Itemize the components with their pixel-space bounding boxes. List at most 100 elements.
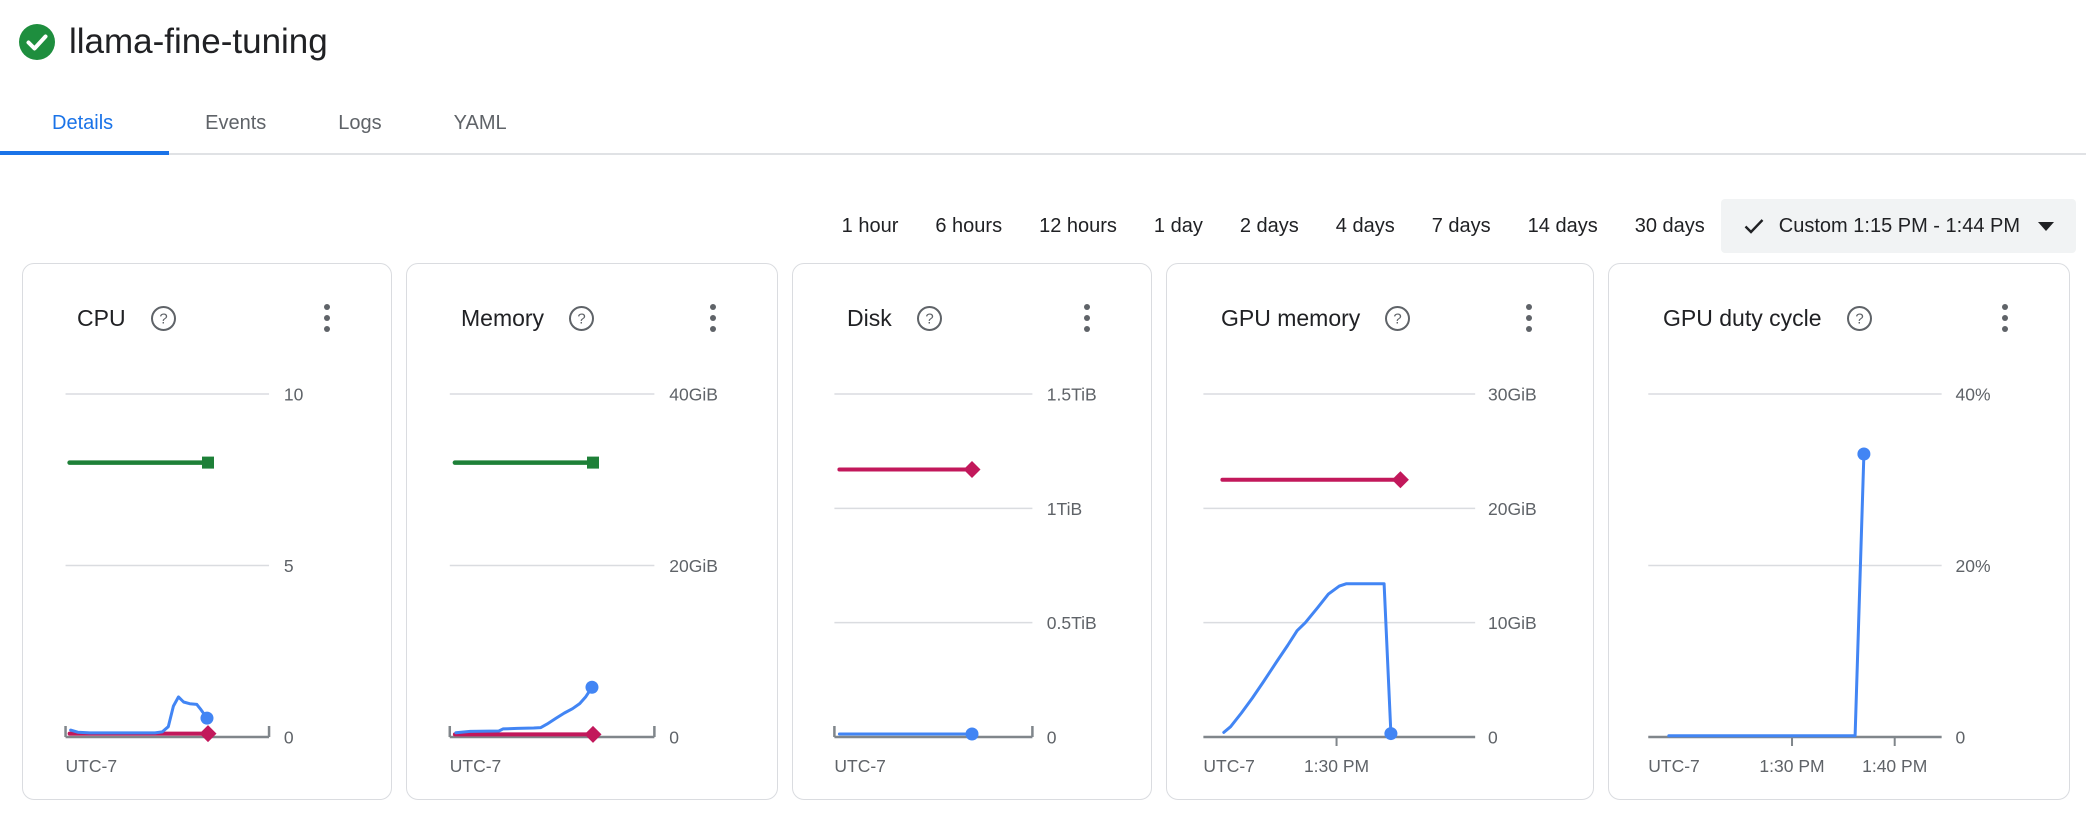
card-header-gpu-duty-cycle: GPU duty cycle?: [1609, 264, 2069, 338]
chevron-down-icon: [2038, 221, 2054, 231]
x-axis-tick-label: 1:30 PM: [1304, 756, 1369, 776]
metric-card-gpu-memory: GPU memory? 30GiB 20GiB 10GiB 0 1:30 PM UTC-7: [1166, 263, 1594, 800]
series-requested-marker: [1391, 471, 1409, 489]
chart-memory: 40GiB 20GiB 0 UTC-7: [448, 385, 718, 776]
tab-bar: Details Events Logs YAML: [0, 92, 2086, 155]
svg-text:?: ?: [925, 310, 933, 327]
y-axis-label: 40%: [1956, 385, 1991, 405]
more-options-button[interactable]: [319, 298, 335, 338]
time-option-2-days[interactable]: 2 days: [1239, 214, 1299, 237]
card-header-gpu-memory: GPU memory?: [1167, 264, 1593, 338]
svg-text:?: ?: [1855, 310, 1863, 327]
card-header-cpu: CPU?: [23, 264, 391, 338]
check-icon: [1743, 217, 1765, 235]
metric-card-memory: Memory? 40GiB 20GiB 0 UTC-7: [406, 263, 778, 800]
y-axis-label: 0.5TiB: [1047, 613, 1097, 633]
series-limit-marker: [587, 456, 599, 469]
series-requested-marker: [199, 725, 217, 743]
y-axis-label: 20GiB: [669, 556, 718, 576]
card-title-gpu-duty-cycle: GPU duty cycle: [1663, 304, 1822, 331]
tab-details[interactable]: Details: [0, 92, 170, 155]
series-used-marker: [1857, 447, 1871, 461]
help-icon[interactable]: ?: [916, 305, 943, 332]
series-used-line: [454, 685, 594, 735]
help-icon[interactable]: ?: [150, 305, 177, 332]
card-title-disk: Disk: [847, 304, 892, 331]
card-header-disk: Disk?: [793, 264, 1151, 338]
time-range-options: 1 hour 6 hours 12 hours 1 day 2 days 4 days 7 …: [842, 215, 1705, 238]
metric-card-cpu: CPU? 10 5 0 UTC-7: [22, 263, 392, 800]
y-axis-label: 1.5TiB: [1047, 385, 1097, 405]
time-option-7-days[interactable]: 7 days: [1431, 214, 1491, 237]
timezone-label: UTC-7: [834, 756, 886, 776]
svg-text:?: ?: [1394, 310, 1402, 327]
status-ok-check-circle-icon: [18, 23, 56, 61]
more-options-button[interactable]: [1521, 298, 1537, 338]
timezone-label: UTC-7: [450, 756, 502, 776]
time-option-6-hours[interactable]: 6 hours: [935, 214, 1003, 237]
series-used-line: [1222, 582, 1393, 736]
custom-time-range-label: Custom 1:15 PM - 1:44 PM: [1778, 214, 2020, 237]
time-option-1-day[interactable]: 1 day: [1153, 214, 1203, 237]
resource-header: llama-fine-tuning: [0, 0, 2086, 64]
svg-text:?: ?: [159, 310, 167, 327]
timezone-label: UTC-7: [1203, 756, 1255, 776]
help-icon[interactable]: ?: [1384, 305, 1411, 332]
y-axis-label: 5: [284, 556, 294, 576]
metric-cards-row: CPU? 10 5 0 UTC-7 Memory? 40GiB 20GiB 0 UTC-7 Disk…: [0, 263, 2086, 800]
svg-text:?: ?: [577, 310, 585, 327]
x-axis-tick-label: 1:30 PM: [1759, 756, 1824, 776]
y-axis-label: 20%: [1956, 556, 1991, 576]
more-options-button[interactable]: [1997, 298, 2013, 338]
card-header-memory: Memory?: [407, 264, 777, 338]
chart-gpu-duty-cycle: 40% 20% 0 1:30 PM 1:40 PM UTC-7: [1648, 385, 1991, 776]
y-axis-label: 10GiB: [1488, 613, 1537, 633]
help-icon[interactable]: ?: [1846, 305, 1873, 332]
y-axis-label: 10: [284, 385, 304, 405]
series-used-marker: [1384, 727, 1398, 741]
series-used-marker: [200, 711, 214, 725]
timezone-label: UTC-7: [1648, 756, 1700, 776]
series-used-marker: [585, 680, 599, 694]
y-axis-label: 1TiB: [1047, 499, 1082, 519]
time-option-30-days[interactable]: 30 days: [1634, 214, 1705, 237]
y-axis-label: 0: [1488, 728, 1498, 748]
series-used-marker: [965, 727, 979, 741]
custom-time-range-button[interactable]: Custom 1:15 PM - 1:44 PM: [1720, 199, 2076, 253]
y-axis-label: 20GiB: [1488, 499, 1537, 519]
tab-yaml[interactable]: YAML: [453, 112, 507, 134]
y-axis-label: 0: [1047, 728, 1057, 748]
help-icon[interactable]: ?: [568, 305, 595, 332]
y-axis-label: 0: [669, 728, 679, 748]
time-option-4-days[interactable]: 4 days: [1335, 214, 1395, 237]
card-title-cpu: CPU: [77, 304, 126, 331]
y-axis-label: 40GiB: [669, 385, 718, 405]
card-title-memory: Memory: [461, 304, 545, 331]
x-axis-tick-label: 1:40 PM: [1862, 756, 1927, 776]
y-axis-label: 0: [1956, 728, 1966, 748]
series-used-line: [69, 695, 209, 735]
tab-events[interactable]: Events: [205, 112, 267, 134]
y-axis-label: 30GiB: [1488, 385, 1537, 405]
tab-logs[interactable]: Logs: [338, 112, 382, 134]
time-option-14-days[interactable]: 14 days: [1527, 214, 1598, 237]
page-title: llama-fine-tuning: [69, 22, 328, 61]
y-axis-label: 0: [284, 728, 294, 748]
time-range-bar: 1 hour 6 hours 12 hours 1 day 2 days 4 days 7 …: [0, 199, 2076, 253]
series-used-line: [1667, 452, 1866, 738]
time-option-12-hours[interactable]: 12 hours: [1039, 214, 1117, 237]
chart-disk: 1.5TiB 1TiB 0.5TiB 0 UTC-7: [833, 385, 1097, 776]
series-requested-marker: [584, 725, 602, 743]
card-title-gpu-memory: GPU memory: [1221, 304, 1361, 331]
metric-card-gpu-duty-cycle: GPU duty cycle? 40% 20% 0 1:30 PM 1:40 PM UTC-…: [1608, 263, 2070, 800]
more-options-button[interactable]: [705, 298, 721, 338]
series-limit-marker: [202, 456, 214, 469]
more-options-button[interactable]: [1079, 298, 1095, 338]
metric-card-disk: Disk? 1.5TiB 1TiB 0.5TiB 0 UTC-7: [792, 263, 1152, 800]
chart-cpu: 10 5 0 UTC-7: [64, 385, 304, 776]
time-option-1-hour[interactable]: 1 hour: [841, 214, 899, 237]
chart-gpu-memory: 30GiB 20GiB 10GiB 0 1:30 PM UTC-7: [1203, 385, 1537, 776]
timezone-label: UTC-7: [66, 756, 118, 776]
series-requested-marker: [963, 460, 981, 478]
